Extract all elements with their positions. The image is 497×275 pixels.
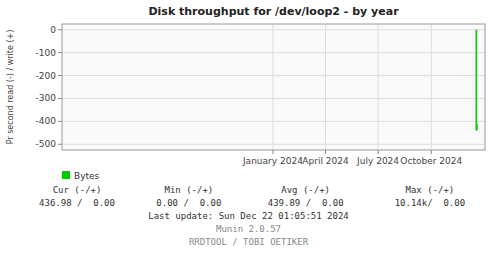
footer-text: RRDTOOL / TOBI OETIKER [189, 237, 309, 247]
y-tick [58, 29, 62, 30]
series-line [476, 30, 478, 130]
y-tick-label: 0 [50, 25, 56, 35]
y-axis-label: Pr second read (-) / write (+) [6, 30, 15, 145]
y-tick [58, 98, 62, 99]
plot-area [62, 24, 485, 150]
y-tick-label: -100 [36, 48, 57, 58]
footer-text: Last update: Sun Dec 22 01:05:51 2024 [148, 211, 348, 221]
stats-text: 10.14k/ 0.00 [395, 198, 465, 208]
footer-text: Munin 2.0.57 [216, 224, 281, 234]
y-tick-label: -400 [36, 116, 57, 126]
x-grid-line [325, 24, 326, 150]
y-tick [58, 75, 62, 76]
y-tick [58, 121, 62, 122]
stats-text: 436.98 / 0.00 [39, 198, 115, 208]
grid [62, 24, 485, 150]
stats-text: 439.89 / 0.00 [268, 198, 344, 208]
x-tick-label: October 2024 [400, 156, 462, 166]
x-tick [431, 150, 432, 154]
x-tick-label: January 2024 [242, 156, 303, 166]
x-tick [378, 150, 379, 154]
plot-frame [62, 24, 485, 150]
x-grid-line [431, 24, 432, 150]
stats-text: Min (-/+) [164, 185, 213, 195]
y-tick-label: -200 [36, 71, 57, 81]
y-grid-line [62, 29, 485, 30]
x-tick [272, 150, 273, 154]
x-tick-label: July 2024 [356, 156, 399, 166]
page: {"chart_data": { "type": "line", "title"… [0, 0, 497, 275]
stats-text: Cur (-/+) [53, 185, 102, 195]
legend: Bytes [62, 171, 100, 181]
legend-swatch [62, 171, 70, 179]
legend-label: Bytes [74, 171, 100, 181]
x-grid-line [272, 24, 273, 150]
y-grid-line [62, 75, 485, 76]
chart: Disk throughput for /dev/loop2 - by year… [0, 0, 497, 275]
x-grid-line [378, 24, 379, 150]
background [0, 0, 497, 275]
y-tick-label: -300 [36, 93, 57, 103]
stats-text: Max (-/+) [406, 185, 455, 195]
stats-text: Avg (-/+) [281, 185, 330, 195]
x-tick [325, 150, 326, 154]
y-grid-line [62, 98, 485, 99]
annotations: Cur (-/+) Min (-/+) Avg (-/+) Max (-/+) 436.… [39, 185, 465, 247]
y-grid-line [62, 52, 485, 53]
y-tick-label: -500 [36, 139, 57, 149]
y-grid-line [62, 121, 485, 122]
title: Disk throughput for /dev/loop2 - by year [148, 5, 399, 18]
stats-text: 0.00 / 0.00 [156, 198, 221, 208]
y-grid-line [62, 144, 485, 145]
y-tick [58, 52, 62, 53]
y-tick [58, 144, 62, 145]
data-layer [476, 30, 478, 130]
x-tick-label: April 2024 [302, 156, 349, 166]
axes: 0 -100 -200 -300 -400 -500 January 2024April 2… [36, 25, 463, 166]
